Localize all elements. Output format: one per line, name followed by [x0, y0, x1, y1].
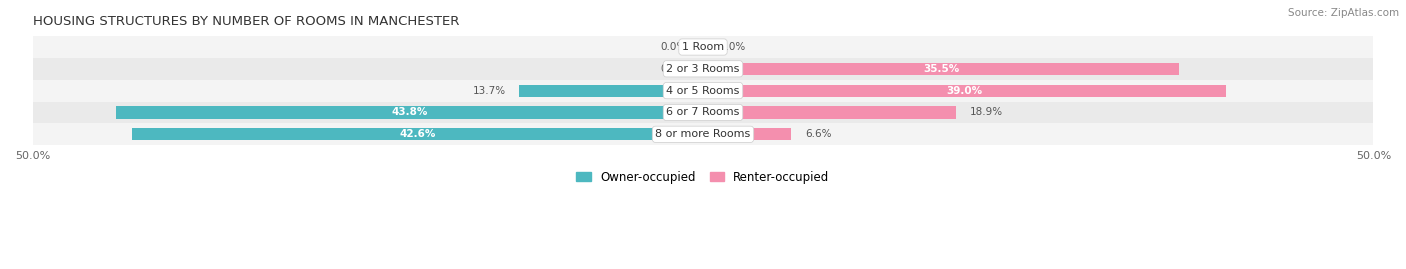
Text: 0.0%: 0.0% — [661, 42, 688, 52]
Text: 0.0%: 0.0% — [718, 42, 745, 52]
Bar — [703, 63, 1180, 75]
Legend: Owner-occupied, Renter-occupied: Owner-occupied, Renter-occupied — [572, 166, 834, 188]
Bar — [703, 106, 956, 119]
Text: 6.6%: 6.6% — [804, 129, 831, 139]
Text: 1 Room: 1 Room — [682, 42, 724, 52]
Bar — [32, 58, 1374, 80]
Text: 42.6%: 42.6% — [399, 129, 436, 139]
Bar — [32, 36, 1374, 58]
Bar — [703, 84, 1226, 97]
Bar — [703, 128, 792, 140]
Text: 4 or 5 Rooms: 4 or 5 Rooms — [666, 86, 740, 96]
Text: 18.9%: 18.9% — [970, 107, 1002, 118]
Text: HOUSING STRUCTURES BY NUMBER OF ROOMS IN MANCHESTER: HOUSING STRUCTURES BY NUMBER OF ROOMS IN… — [32, 15, 458, 28]
Text: 39.0%: 39.0% — [946, 86, 983, 96]
Text: 13.7%: 13.7% — [472, 86, 506, 96]
Text: 6 or 7 Rooms: 6 or 7 Rooms — [666, 107, 740, 118]
Text: 35.5%: 35.5% — [922, 64, 959, 74]
Text: 0.0%: 0.0% — [661, 64, 688, 74]
Text: Source: ZipAtlas.com: Source: ZipAtlas.com — [1288, 8, 1399, 18]
Text: 2 or 3 Rooms: 2 or 3 Rooms — [666, 64, 740, 74]
Bar — [32, 80, 1374, 102]
Text: 8 or more Rooms: 8 or more Rooms — [655, 129, 751, 139]
Bar — [115, 106, 703, 119]
Text: 43.8%: 43.8% — [391, 107, 427, 118]
Bar — [519, 84, 703, 97]
Bar — [32, 102, 1374, 123]
Bar — [32, 123, 1374, 145]
Bar — [132, 128, 703, 140]
